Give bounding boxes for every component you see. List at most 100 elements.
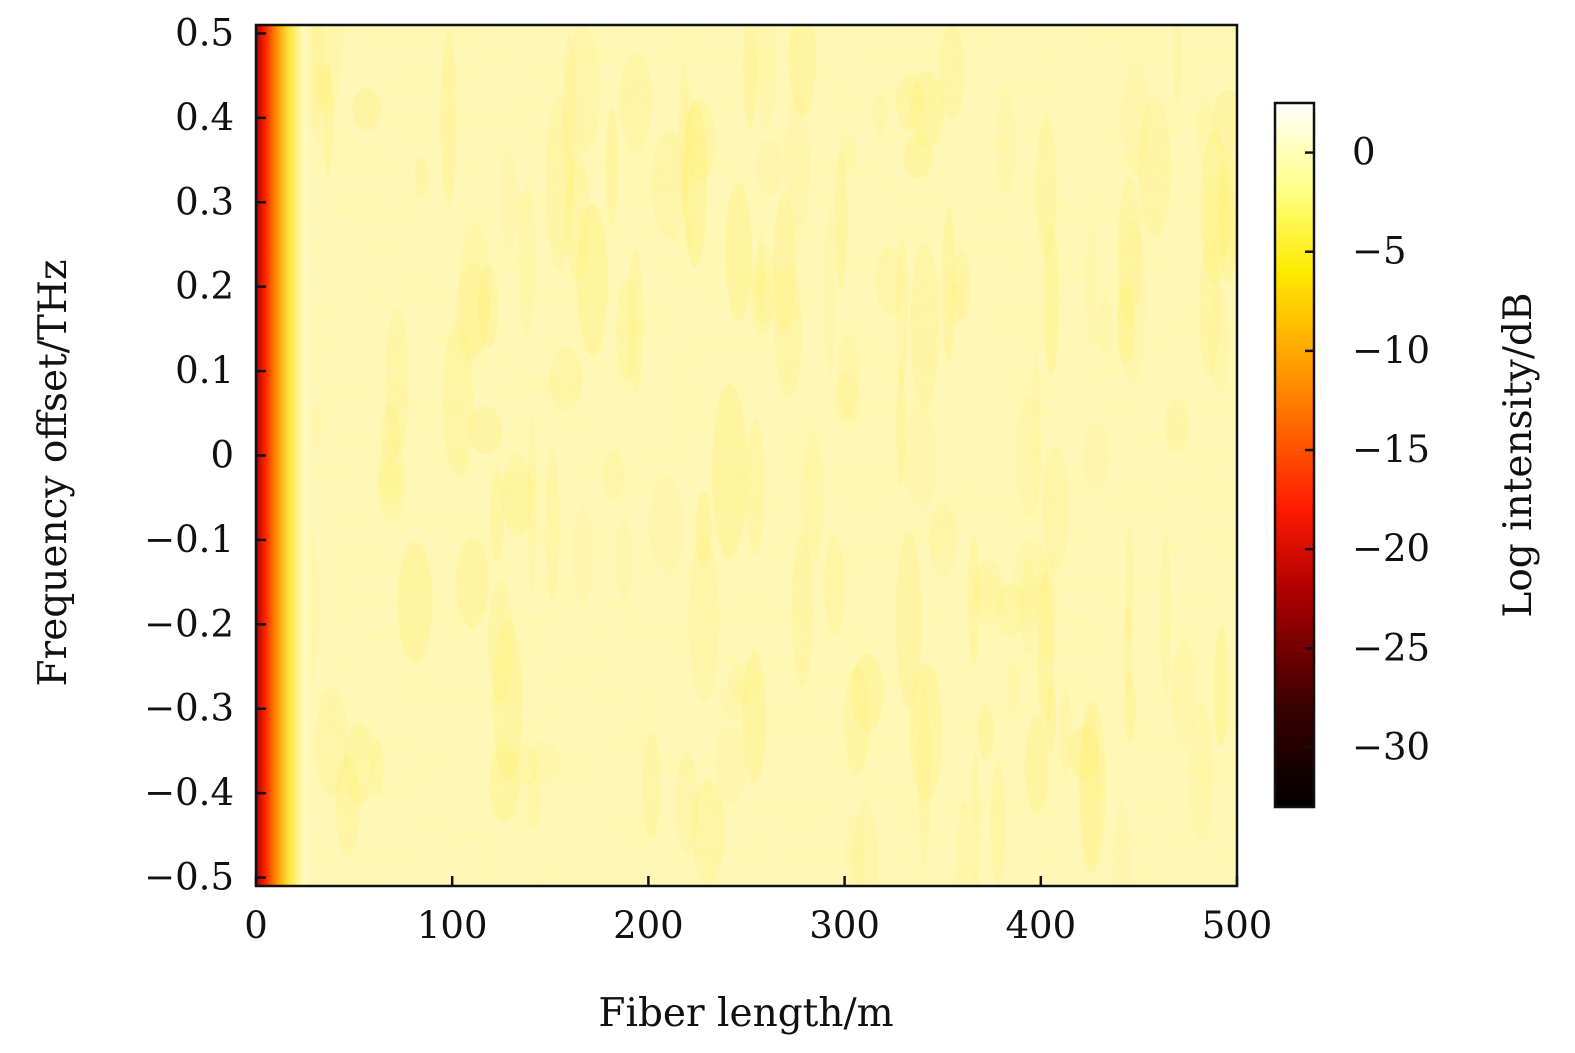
heatmap-cell [1121, 62, 1151, 176]
heatmap-cell [1036, 554, 1058, 662]
heatmap-cell [742, 649, 767, 785]
heatmap-cell [996, 582, 1025, 637]
colorbar [1273, 101, 1316, 809]
heatmap-cell [642, 732, 661, 839]
heatmap-cell [1217, 149, 1237, 283]
heatmap-cell [1082, 420, 1110, 496]
heatmap-cell [852, 800, 879, 886]
heatmap-cell [310, 405, 322, 448]
heatmap-cell [1117, 284, 1135, 365]
heatmap-cell [615, 278, 638, 383]
y-tick-label: 0.4 [175, 96, 234, 139]
y-tick-label: −0.3 [144, 687, 234, 730]
y-tick-label: 0.3 [175, 180, 234, 223]
heatmap-cell [545, 96, 574, 270]
heatmap-cell [511, 744, 539, 786]
heatmap-cell [1123, 671, 1136, 743]
heatmap-cell [844, 666, 870, 776]
heatmap-cell [956, 801, 971, 886]
heatmap-cell [1013, 538, 1048, 621]
heatmap-cell [720, 679, 750, 720]
heatmap-cell [918, 687, 931, 867]
heatmap-cell [455, 263, 490, 361]
x-tick-label: 300 [809, 904, 880, 947]
heatmap-cell [1042, 444, 1069, 573]
heatmap-cell [377, 434, 406, 527]
heatmap-cell [378, 461, 404, 506]
heatmap-cell [562, 32, 577, 207]
heatmap-cell [851, 653, 884, 734]
heatmap-cell [714, 725, 747, 804]
colorbar-tick-label: −10 [1352, 329, 1430, 372]
heatmap-cell [344, 722, 375, 805]
heatmap-cell [602, 449, 625, 499]
heatmap-cell [1068, 724, 1100, 780]
heatmap-cell [996, 89, 1015, 197]
heatmap-cell [312, 64, 324, 144]
heatmap-cell [565, 152, 591, 281]
heatmap-cell [1198, 240, 1221, 377]
heatmap-cell [824, 535, 845, 637]
heatmap-cell [1123, 601, 1133, 698]
heatmap-cell [488, 743, 520, 823]
heatmap-cell [1037, 570, 1055, 731]
heatmap-cell [910, 243, 940, 408]
heatmap-cell [455, 537, 489, 628]
heatmap-cells [271, 25, 1237, 886]
heatmap-cell [743, 25, 757, 129]
heatmap-cell [1195, 94, 1215, 168]
heatmap-cell [756, 232, 766, 317]
heatmap-cell [939, 25, 965, 119]
heatmap-cell [1015, 396, 1042, 517]
colorbar-tick-label: −20 [1352, 527, 1430, 570]
x-axis-label: Fiber length/m [598, 991, 893, 1036]
heatmap-cell [1226, 201, 1237, 265]
heatmap-cell [973, 559, 1005, 626]
heatmap-cell [442, 320, 474, 478]
heatmap-cell [311, 25, 343, 117]
heatmap-cell [1125, 523, 1134, 650]
heatmap-cell [785, 92, 811, 231]
heatmap-cell [487, 579, 514, 704]
heatmap-cell [572, 504, 593, 605]
heatmap-cell [1024, 716, 1049, 815]
colorbar-tick-label: −5 [1352, 230, 1407, 273]
heatmap-cell [896, 236, 909, 388]
heatmap-cell [791, 534, 813, 688]
heatmap-cell [801, 432, 824, 566]
heatmap-cell [896, 530, 922, 710]
heatmap-cell [1117, 177, 1141, 326]
heatmap-cell [1007, 661, 1020, 714]
colorbar-tick-label: −25 [1352, 626, 1430, 669]
heatmap-cell [1212, 89, 1237, 154]
heatmap-cell [1138, 96, 1171, 239]
x-tick-label: 100 [417, 904, 488, 947]
heatmap-cell [1079, 701, 1106, 873]
heatmap-cell [1172, 25, 1182, 104]
heatmap-cell [942, 205, 956, 362]
heatmap-cell [317, 63, 331, 104]
y-tick-label: 0.1 [175, 349, 234, 392]
heatmap-cell [1085, 225, 1097, 348]
heatmap-cell [529, 740, 559, 785]
heatmap-cell [619, 52, 653, 152]
heatmap-cell [691, 780, 726, 883]
heatmap-cell [695, 491, 712, 568]
heatmap-cell [725, 183, 752, 321]
heatmap-cell [1204, 165, 1235, 260]
heatmap-cell [834, 372, 861, 424]
heatmap-cell [1078, 704, 1100, 874]
heatmap-cell [910, 70, 945, 147]
heatmap-cell [1097, 296, 1113, 359]
heatmap-cell [527, 416, 537, 591]
heatmap-cell [380, 402, 400, 466]
heatmap-cell [1019, 559, 1038, 654]
heatmap-cell [750, 245, 779, 326]
heatmap-cell [875, 246, 905, 316]
heatmap-cell [774, 264, 802, 399]
heatmap-cell [873, 90, 887, 137]
heatmap-cell [1160, 530, 1171, 695]
heatmap-cell [468, 406, 503, 454]
heatmap-cell [675, 752, 699, 854]
heatmap-cell [824, 207, 836, 378]
